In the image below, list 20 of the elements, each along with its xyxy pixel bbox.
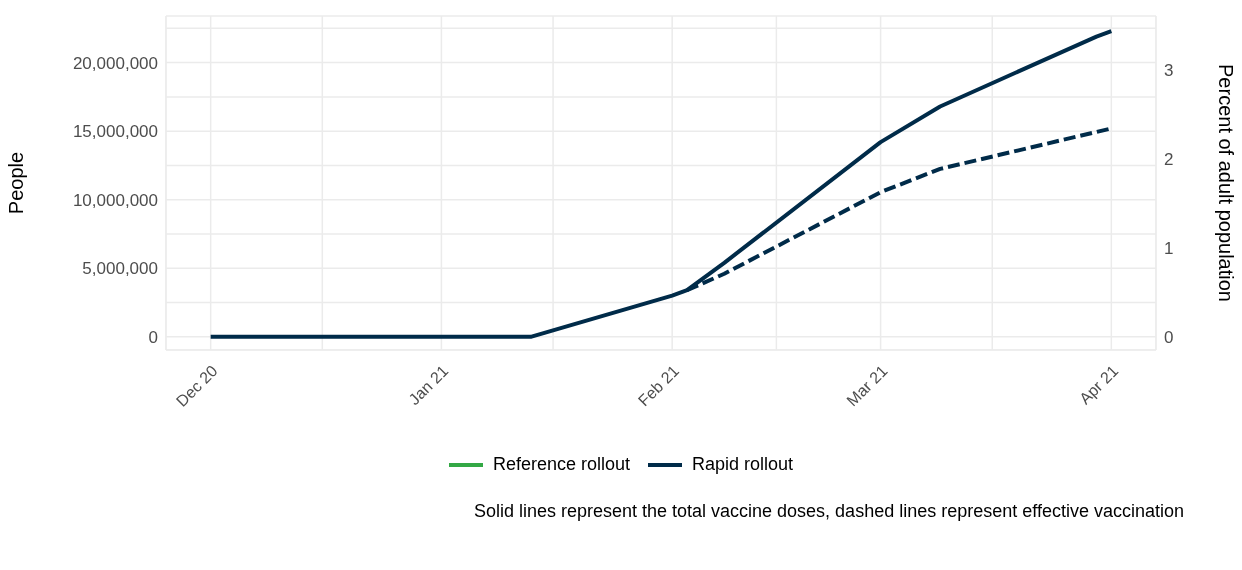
y2-tick-label: 0 xyxy=(1164,327,1174,347)
y-tick-label: 20,000,000 xyxy=(72,53,158,73)
y-tick-label: 10,000,000 xyxy=(72,190,158,210)
y-tick-label: 15,000,000 xyxy=(72,122,158,142)
text: Solid lines represent the total vaccine doses, dashed lines represent effective vaccination xyxy=(472,501,1185,522)
legend-label: Rapid rollout xyxy=(692,454,794,475)
x-tick-label: Feb 21 xyxy=(634,361,683,410)
line-series xyxy=(208,29,1114,339)
y2-tick-label: 2 xyxy=(1164,149,1174,169)
x-tick-label: Dec 20 xyxy=(172,361,221,410)
y-axis-title: People xyxy=(5,151,28,215)
x-tick-label: Mar 21 xyxy=(843,361,891,410)
y2-axis-title: Percent of adult population xyxy=(1214,64,1237,302)
y2-tick-label: 3 xyxy=(1164,60,1174,80)
y-tick-label: 5,000,000 xyxy=(82,259,158,279)
x-tick-label: Apr 21 xyxy=(1076,361,1122,408)
x-tick-label: Jan 21 xyxy=(405,361,452,409)
legend-label: Reference rollout xyxy=(492,454,630,475)
y2-tick-label: 1 xyxy=(1164,238,1174,258)
y-tick-label: 0 xyxy=(148,327,158,347)
